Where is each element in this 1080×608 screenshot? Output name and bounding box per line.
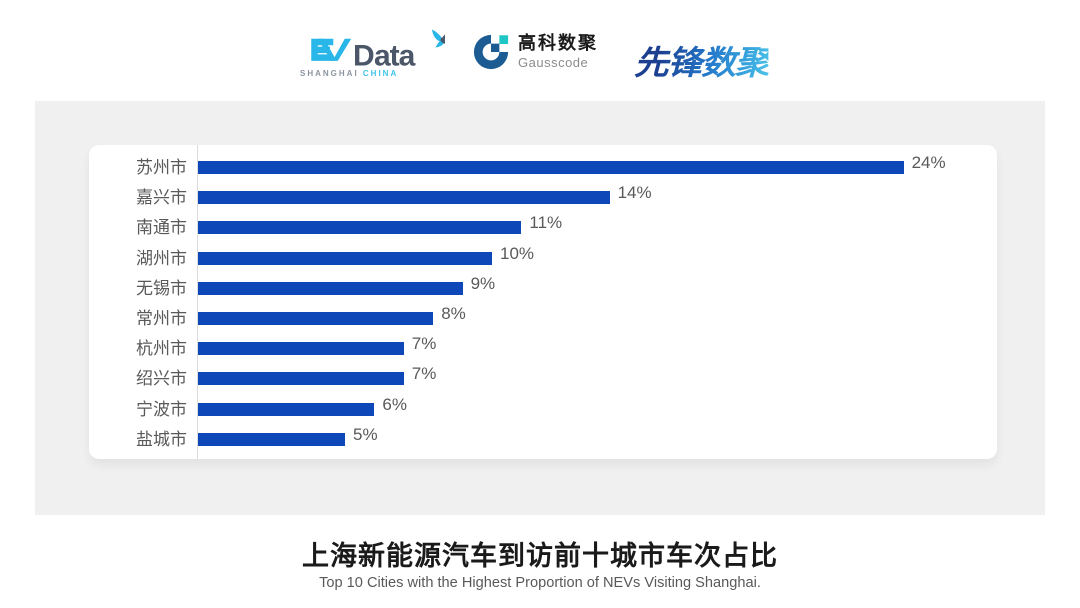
svg-text:D: D	[353, 40, 374, 73]
svg-text:ata: ata	[374, 40, 416, 73]
